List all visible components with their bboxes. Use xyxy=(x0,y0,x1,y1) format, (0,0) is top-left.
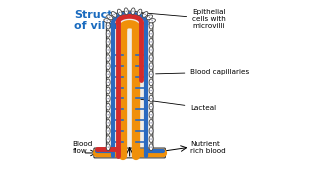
Ellipse shape xyxy=(125,11,127,12)
Text: Epithelial
cells with
microvilli: Epithelial cells with microvilli xyxy=(140,9,226,29)
Ellipse shape xyxy=(108,130,109,132)
Ellipse shape xyxy=(106,71,110,78)
Ellipse shape xyxy=(150,98,152,99)
FancyBboxPatch shape xyxy=(94,148,165,158)
Ellipse shape xyxy=(106,103,110,110)
Ellipse shape xyxy=(150,25,152,26)
Ellipse shape xyxy=(108,74,109,75)
Ellipse shape xyxy=(108,25,109,26)
Ellipse shape xyxy=(150,122,152,123)
Ellipse shape xyxy=(108,98,109,99)
Ellipse shape xyxy=(149,103,153,110)
Ellipse shape xyxy=(108,33,109,35)
Ellipse shape xyxy=(145,14,146,15)
Ellipse shape xyxy=(132,11,134,12)
Ellipse shape xyxy=(149,17,150,18)
Ellipse shape xyxy=(149,63,153,70)
Ellipse shape xyxy=(150,82,152,83)
Ellipse shape xyxy=(119,12,120,13)
Ellipse shape xyxy=(108,147,109,148)
Ellipse shape xyxy=(149,95,153,102)
Ellipse shape xyxy=(106,95,110,102)
Ellipse shape xyxy=(150,114,152,115)
Ellipse shape xyxy=(149,71,153,78)
Ellipse shape xyxy=(106,47,110,53)
Ellipse shape xyxy=(142,12,148,17)
Ellipse shape xyxy=(150,33,152,35)
Ellipse shape xyxy=(104,19,110,23)
Ellipse shape xyxy=(108,106,109,107)
Ellipse shape xyxy=(149,30,153,37)
Ellipse shape xyxy=(149,128,153,134)
Ellipse shape xyxy=(106,63,110,70)
Ellipse shape xyxy=(149,22,153,29)
Ellipse shape xyxy=(106,128,110,134)
Ellipse shape xyxy=(149,87,153,94)
Ellipse shape xyxy=(150,41,152,43)
Ellipse shape xyxy=(117,9,122,15)
Ellipse shape xyxy=(149,136,153,142)
Text: Blood capillaries: Blood capillaries xyxy=(156,69,250,75)
Ellipse shape xyxy=(108,66,109,67)
Ellipse shape xyxy=(108,49,109,51)
Ellipse shape xyxy=(131,8,135,15)
Ellipse shape xyxy=(149,55,153,62)
Text: Lacteal: Lacteal xyxy=(141,99,217,111)
Ellipse shape xyxy=(108,41,109,43)
Ellipse shape xyxy=(106,55,110,62)
Ellipse shape xyxy=(150,130,152,132)
Ellipse shape xyxy=(106,22,110,29)
Text: Nutrient
rich blood: Nutrient rich blood xyxy=(190,141,226,154)
Ellipse shape xyxy=(149,47,153,53)
Ellipse shape xyxy=(150,57,152,59)
Ellipse shape xyxy=(106,136,110,142)
Ellipse shape xyxy=(106,39,110,45)
Ellipse shape xyxy=(149,79,153,86)
Ellipse shape xyxy=(107,20,108,21)
Ellipse shape xyxy=(108,114,109,115)
Ellipse shape xyxy=(150,90,152,91)
Ellipse shape xyxy=(106,111,110,118)
Ellipse shape xyxy=(150,66,152,67)
Ellipse shape xyxy=(111,12,117,17)
Ellipse shape xyxy=(150,106,152,107)
Ellipse shape xyxy=(139,12,140,13)
Ellipse shape xyxy=(106,30,110,37)
Ellipse shape xyxy=(108,90,109,91)
Ellipse shape xyxy=(149,39,153,45)
Ellipse shape xyxy=(108,57,109,59)
Ellipse shape xyxy=(149,144,153,150)
Ellipse shape xyxy=(150,49,152,51)
Ellipse shape xyxy=(150,74,152,75)
Ellipse shape xyxy=(106,144,110,150)
Ellipse shape xyxy=(124,8,128,15)
Ellipse shape xyxy=(106,87,110,94)
Ellipse shape xyxy=(137,9,142,15)
Ellipse shape xyxy=(108,138,109,140)
Ellipse shape xyxy=(108,82,109,83)
Ellipse shape xyxy=(109,17,110,18)
Text: Blood
flow: Blood flow xyxy=(73,141,93,154)
Ellipse shape xyxy=(150,147,152,148)
Ellipse shape xyxy=(149,120,153,126)
Ellipse shape xyxy=(151,20,153,21)
Ellipse shape xyxy=(149,19,156,23)
Ellipse shape xyxy=(108,122,109,123)
Ellipse shape xyxy=(113,14,115,15)
Ellipse shape xyxy=(147,15,153,20)
Polygon shape xyxy=(107,11,153,149)
Text: Structure
of villus: Structure of villus xyxy=(74,10,134,31)
Ellipse shape xyxy=(106,120,110,126)
Ellipse shape xyxy=(150,138,152,140)
Ellipse shape xyxy=(106,79,110,86)
Ellipse shape xyxy=(107,15,113,20)
Ellipse shape xyxy=(149,111,153,118)
